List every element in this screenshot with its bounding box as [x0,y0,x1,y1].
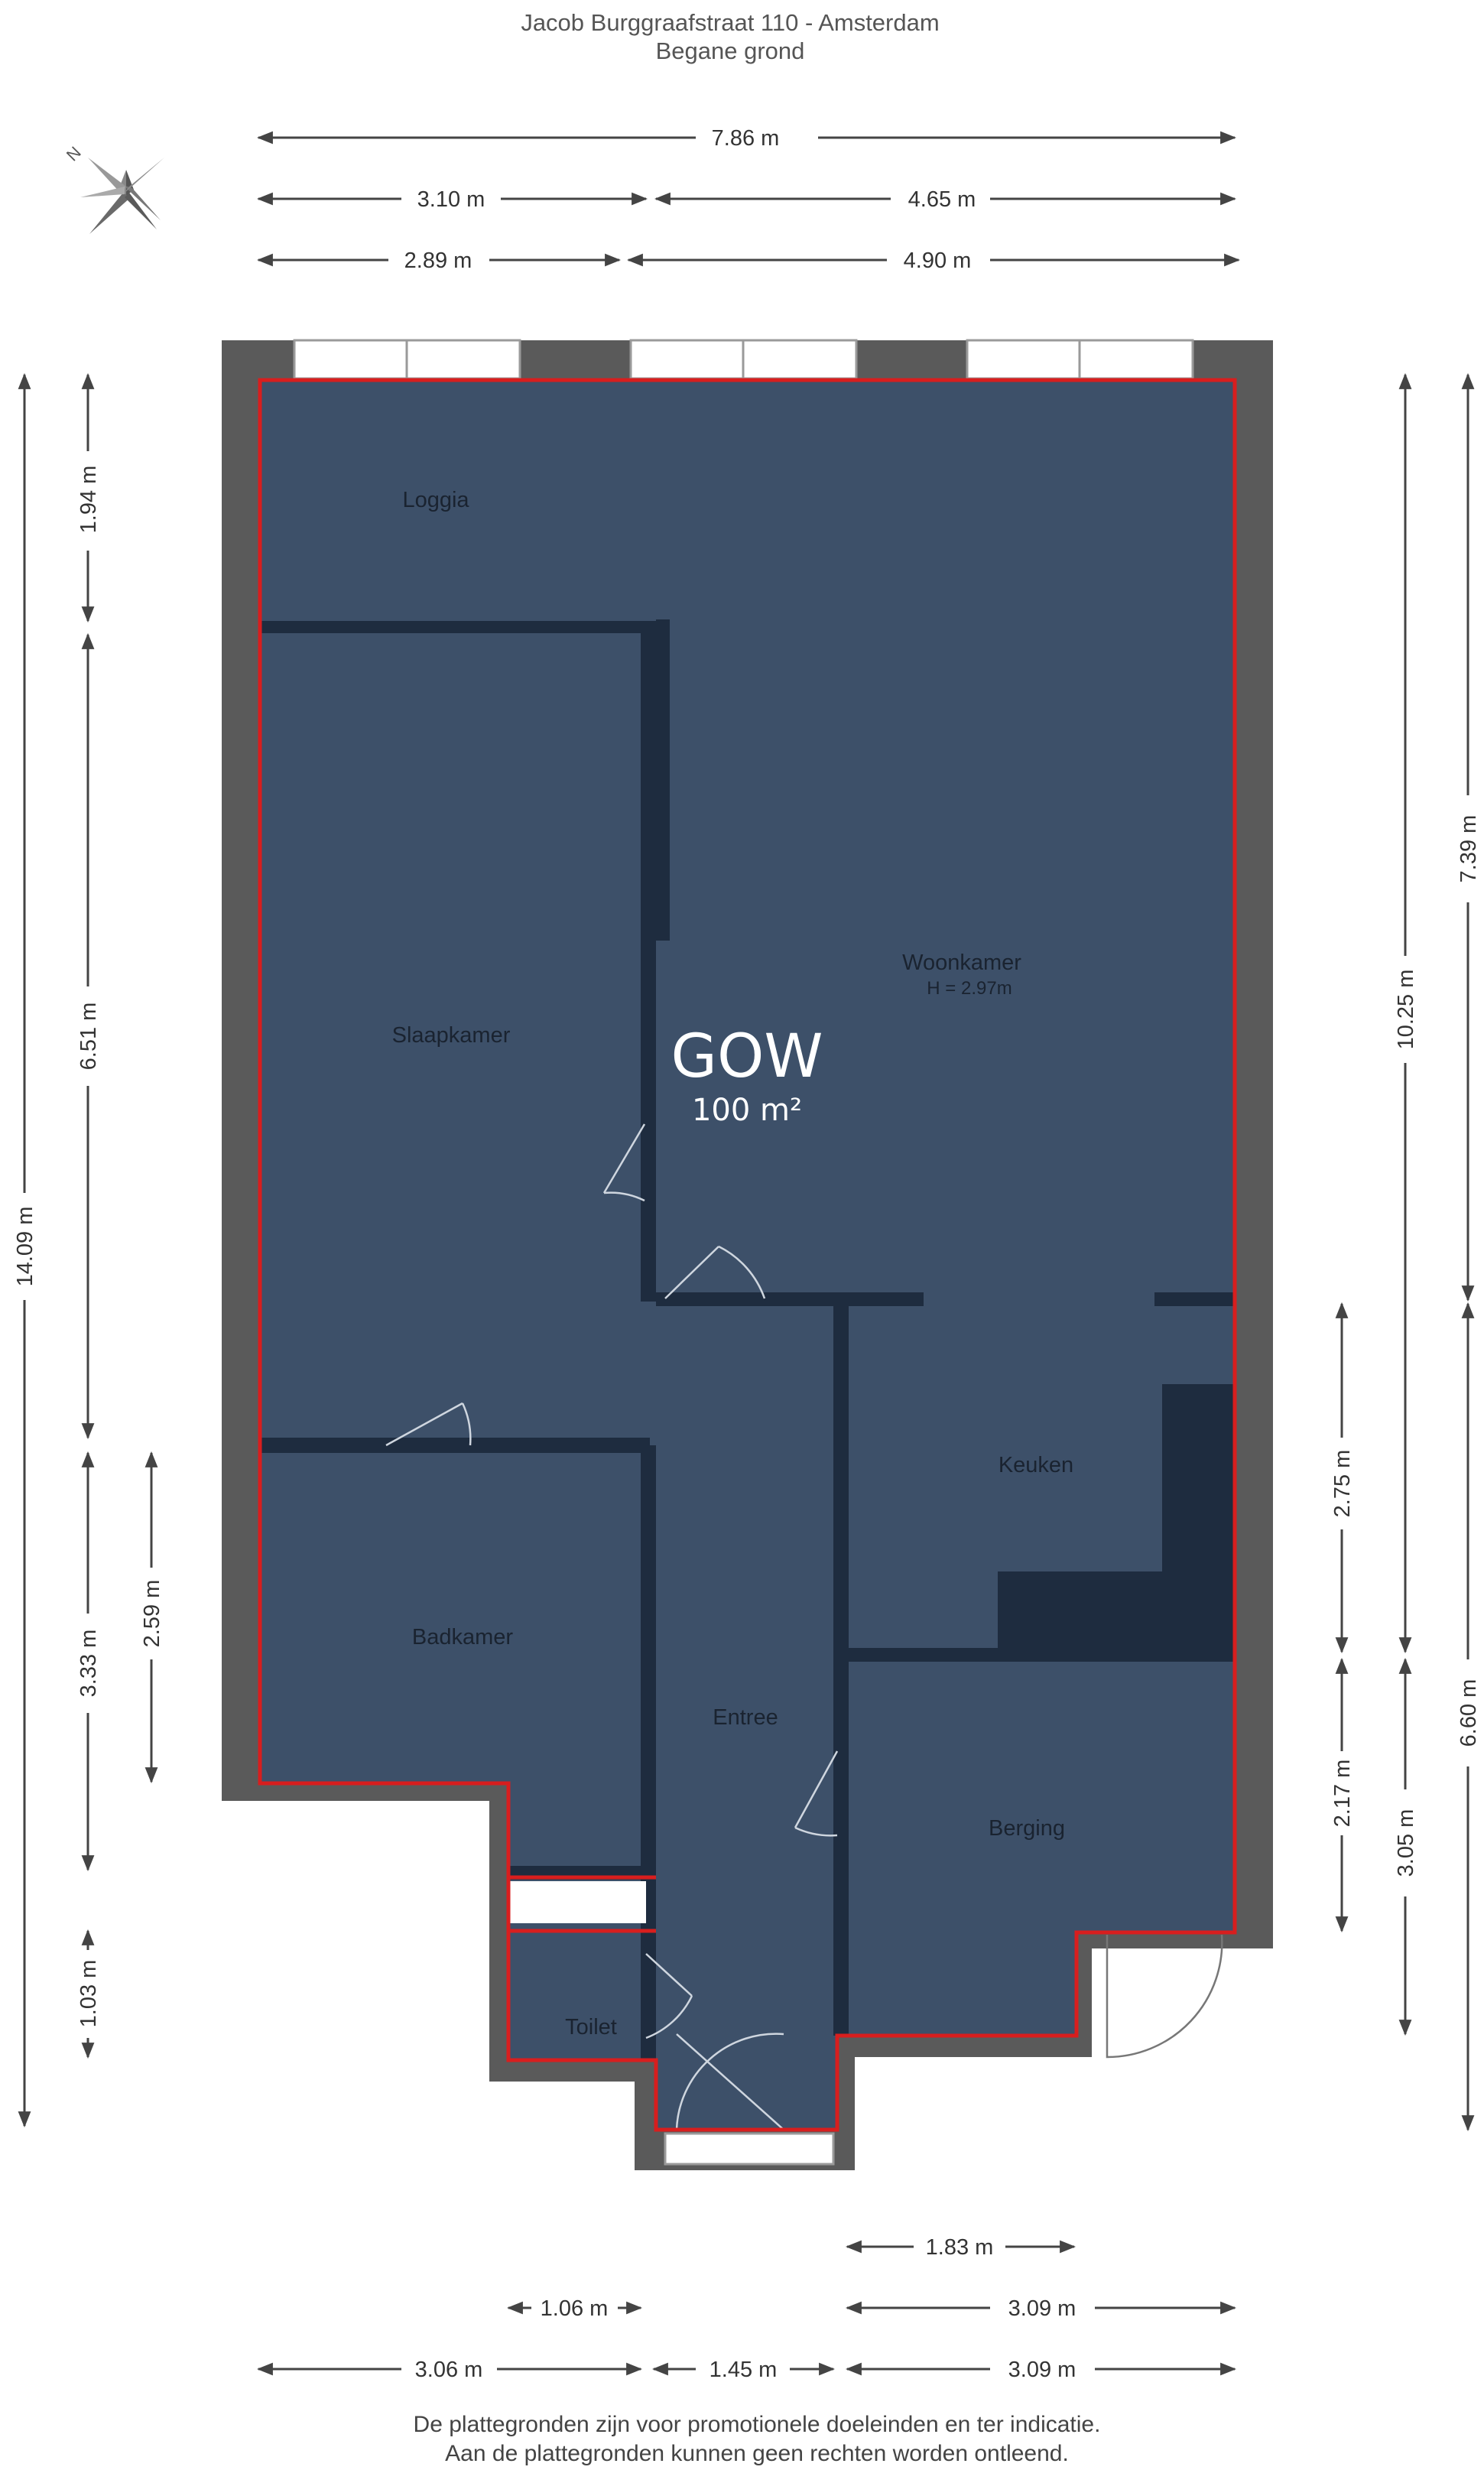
dim-bottom-row3-mid: 1.45 m [710,2358,778,2382]
compass-north-label: N [63,143,85,165]
dim-top-total: 7.86 m [712,126,780,151]
room-label-toilet: Toilet [565,2015,617,2039]
bottom-dimensions: 1.83 m 1.06 m 3.09 m 3.06 m 1.45 m 3.09 … [256,2235,1237,2382]
dim-left-toilet: 1.03 m [76,1960,101,2028]
dim-bottom-row3-left: 3.06 m [415,2358,483,2382]
doors [385,1123,1223,2130]
gow-area: 100 m² [692,1093,802,1128]
room-label-slaapkamer: Slaapkamer [392,1023,511,1048]
room-height-woonkamer: H = 2.97m [927,978,1012,999]
floor-subtitle: Begane grond [656,37,805,64]
left-dimensions: 14.09 m 1.94 m 6.51 m 3.33 m 2.59 m 1.03… [13,372,164,2128]
compass-icon [80,158,164,234]
room-label-badkamer: Badkamer [412,1625,514,1649]
top-dimensions: 7.86 m 3.10 m 4.65 m 2.89 m 4.90 m [256,126,1241,273]
dim-left-badkamer: 3.33 m [76,1630,101,1698]
room-label-woonkamer: Woonkamer [902,951,1021,975]
dim-right-keuken: 2.75 m [1330,1450,1355,1518]
gow-label: GOW [671,1022,823,1091]
address-title: Jacob Burggraafstraat 110 - Amsterdam [521,9,939,36]
right-dimensions: 2.75 m 2.17 m 10.25 m 3.05 m 7.39 m 6.60… [1330,372,1481,2132]
dim-top-row2-left: 3.10 m [417,187,485,212]
disclaimer-line-1: De plattegronden zijn voor promotionele … [414,2412,1101,2437]
dim-right-woon: 10.25 m [1394,970,1418,1050]
dim-top-row3-right: 4.90 m [904,249,972,273]
windows [293,339,1194,2166]
room-label-berging: Berging [989,1816,1065,1841]
room-label-entree: Entree [713,1705,778,1730]
dim-right-outer-top: 7.39 m [1456,815,1481,883]
area-outline [258,378,1237,2132]
dim-top-row3-left: 2.89 m [404,249,472,273]
dim-right-berging: 2.17 m [1330,1760,1355,1828]
dim-left-loggia: 1.94 m [76,466,101,534]
disclaimer-line-2: Aan de plattegronden kunnen geen rechten… [445,2441,1069,2466]
room-label-loggia: Loggia [402,488,469,512]
dim-left-badkamer-inner: 2.59 m [140,1580,164,1648]
dim-right-lower: 3.05 m [1394,1809,1418,1877]
room-labels: Loggia Slaapkamer Woonkamer H = 2.97m Ke… [392,488,1074,2039]
dim-bottom-row3-right: 3.09 m [1008,2358,1076,2382]
dim-bottom-row2-left: 1.06 m [541,2296,609,2321]
interior-walls [260,619,1235,2061]
dim-bottom-row2-right: 3.09 m [1008,2296,1076,2321]
dim-left-slaapkamer: 6.51 m [76,1003,101,1071]
dim-right-outer-bottom: 6.60 m [1456,1679,1481,1747]
dim-top-row2-right: 4.65 m [908,187,976,212]
dim-bottom-row1: 1.83 m [926,2235,994,2260]
room-label-keuken: Keuken [999,1453,1073,1477]
apartment-area [260,380,1235,2130]
dim-left-outer: 14.09 m [13,1207,37,1287]
